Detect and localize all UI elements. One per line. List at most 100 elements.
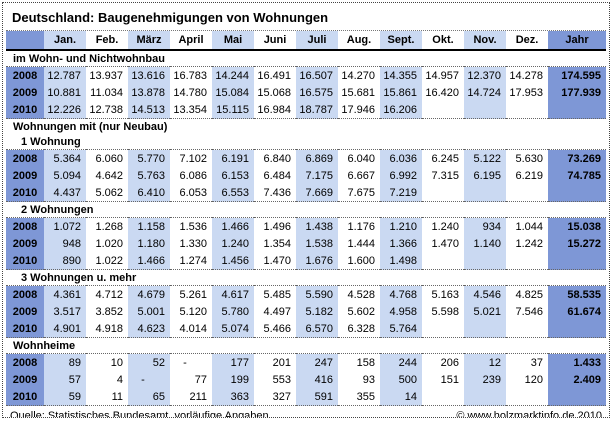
table-row: 2010 890 1.022 1.466 1.274 1.456 1.470 1.676 1.6…: [6, 252, 606, 270]
data-cell: 15.861: [380, 84, 422, 101]
data-cell: [464, 252, 506, 270]
data-cell: 16.507: [296, 66, 338, 84]
data-cell: 16.420: [422, 84, 464, 101]
data-cell: 14.724: [464, 84, 506, 101]
jahr-total-cell: 73.269: [548, 149, 606, 167]
data-cell: 4: [86, 371, 128, 388]
data-cell: 14: [380, 388, 422, 406]
data-cell: [422, 101, 464, 119]
row-year-label: 2009: [6, 167, 44, 184]
section-header: im Wohn- und Nichtwohnbau: [6, 49, 606, 67]
data-cell: 1.330: [170, 235, 212, 252]
data-cell: 6.328: [338, 320, 380, 338]
data-cell: 416: [296, 371, 338, 388]
data-cell: [506, 252, 548, 270]
data-cell: 11.034: [86, 84, 128, 101]
data-cell: 13.937: [86, 66, 128, 84]
data-cell: 5.466: [254, 320, 296, 338]
data-cell: 6.153: [212, 167, 254, 184]
row-year-label: 2009: [6, 235, 44, 252]
section-header: 3 Wohnungen u. mehr: [6, 269, 606, 286]
column-header: Aug.: [338, 31, 380, 51]
data-cell: [422, 320, 464, 338]
column-header: Sept.: [380, 31, 422, 51]
jahr-total-cell: [548, 320, 606, 338]
copyright-note: © www.holzmarktinfo.de 2010: [456, 410, 602, 418]
data-cell: 16.575: [296, 84, 338, 101]
data-cell: 7.315: [422, 167, 464, 184]
table-row: 2010 59 11 65 211 363 327 591 355 14: [6, 388, 606, 406]
data-cell: 15.068: [254, 84, 296, 101]
data-cell: 5.122: [464, 149, 506, 167]
data-cell: 5.021: [464, 303, 506, 320]
row-year-label: 2009: [6, 371, 44, 388]
data-cell: 5.602: [338, 303, 380, 320]
data-cell: 5.074: [212, 320, 254, 338]
section-header-row: Wohnungen mit (nur Neubau): [6, 118, 606, 134]
jahr-total-cell: 177.939: [548, 84, 606, 101]
data-cell: 1.498: [380, 252, 422, 270]
data-cell: 1.158: [128, 217, 170, 235]
row-year-label: 2010: [6, 184, 44, 202]
data-cell: 1.180: [128, 235, 170, 252]
data-cell: 7.436: [254, 184, 296, 202]
data-cell: 206: [422, 353, 464, 371]
data-cell: 247: [296, 353, 338, 371]
table-row: 2008 89 10 52-177 201 247 158 244 206 12 37 1.433: [6, 353, 606, 371]
data-cell: 6.086: [170, 167, 212, 184]
data-cell: [422, 184, 464, 202]
data-cell: 16.984: [254, 101, 296, 119]
data-cell: 1.538: [296, 235, 338, 252]
data-cell: 553: [254, 371, 296, 388]
data-cell: 934: [464, 217, 506, 235]
data-cell: 5.770: [128, 149, 170, 167]
data-cell: 5.598: [422, 303, 464, 320]
column-header: Dez.: [506, 31, 548, 51]
data-cell: 4.901: [44, 320, 86, 338]
data-cell: 16.491: [254, 66, 296, 84]
data-cell: 6.840: [254, 149, 296, 167]
data-cell: 4.361: [44, 285, 86, 303]
data-cell: 591: [296, 388, 338, 406]
data-cell: 1.268: [86, 217, 128, 235]
data-cell: [422, 388, 464, 406]
row-year-label: 2008: [6, 285, 44, 303]
data-cell: 77: [170, 371, 212, 388]
data-cell: 1.210: [380, 217, 422, 235]
data-cell: 6.036: [380, 149, 422, 167]
data-cell: [506, 320, 548, 338]
table-body: im Wohn- und Nichtwohnbau 2008 12.787 13.93…: [6, 49, 606, 406]
column-header: Nov.: [464, 31, 506, 51]
data-cell: 158: [338, 353, 380, 371]
row-year-label: 2009: [6, 84, 44, 101]
data-cell: 6.245: [422, 149, 464, 167]
data-cell: 89: [44, 353, 86, 371]
column-header: Mai: [212, 31, 254, 51]
data-cell: 14.270: [338, 66, 380, 84]
table-row: 2008 12.787 13.937 13.616 16.783 14.244 16.491…: [6, 66, 606, 84]
data-cell: 120: [506, 371, 548, 388]
data-cell: 13.354: [170, 101, 212, 119]
data-cell: 6.992: [380, 167, 422, 184]
jahr-total-cell: 2.409: [548, 371, 606, 388]
section-header-row: 3 Wohnungen u. mehr: [6, 269, 606, 286]
data-cell: 6.553: [212, 184, 254, 202]
data-cell: 890: [44, 252, 86, 270]
data-cell: 201: [254, 353, 296, 371]
data-cell: 5.062: [86, 184, 128, 202]
data-cell: 239: [464, 371, 506, 388]
corner-cell: [6, 31, 44, 51]
jahr-total-cell: 74.785: [548, 167, 606, 184]
data-cell: 1.438: [296, 217, 338, 235]
table-row: 2008 4.361 4.712 4.679 5.261 4.617 5.485 5.590 4…: [6, 285, 606, 303]
data-cell: 12: [464, 353, 506, 371]
table-row: 2008 5.364 6.060 5.770 7.102 6.191 6.840 6.869 6…: [6, 149, 606, 167]
data-cell: 1.470: [254, 252, 296, 270]
data-cell: 151: [422, 371, 464, 388]
data-cell: [506, 184, 548, 202]
data-cell: 1.274: [170, 252, 212, 270]
data-cell: 5.001: [128, 303, 170, 320]
data-cell: -: [128, 371, 170, 388]
data-cell: [422, 252, 464, 270]
data-cell: 1.140: [464, 235, 506, 252]
